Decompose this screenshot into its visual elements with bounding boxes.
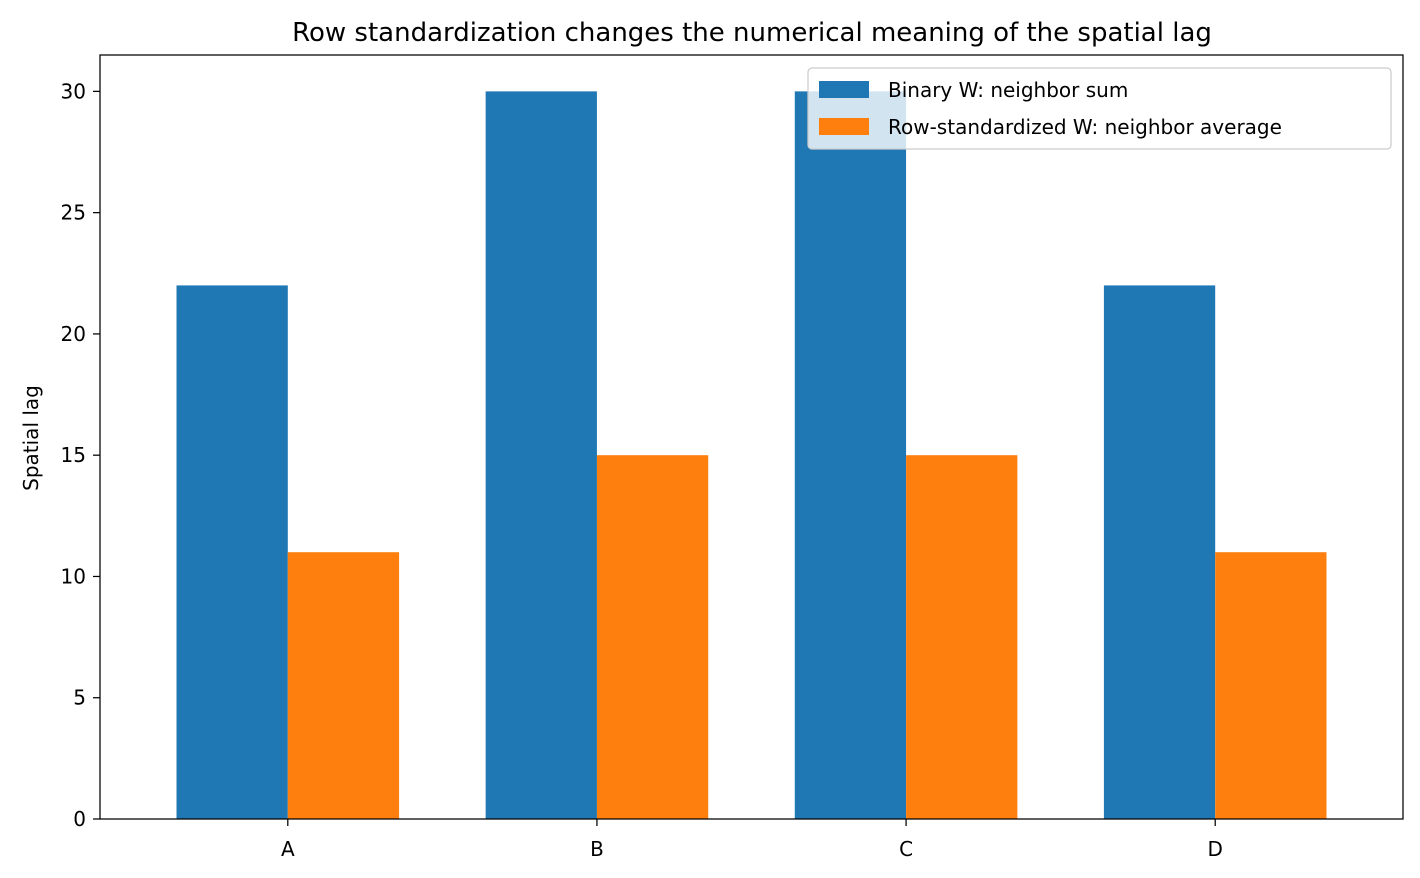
- bar-series-2-C: [906, 455, 1017, 819]
- bar-series-2-A: [288, 552, 399, 819]
- y-tick-label: 15: [61, 443, 86, 467]
- legend-swatch-series-1: [819, 81, 869, 98]
- y-tick-label: 25: [61, 201, 86, 225]
- x-tick-label-C: C: [899, 837, 913, 861]
- bar-series-2-D: [1215, 552, 1326, 819]
- bars-group: [177, 91, 1327, 819]
- bar-series-1-C: [795, 91, 906, 819]
- bar-series-2-B: [597, 455, 708, 819]
- y-tick-label: 10: [61, 564, 86, 588]
- y-axis-label: Spatial lag: [19, 385, 43, 491]
- legend-label-series-2: Row-standardized W: neighbor average: [888, 115, 1282, 139]
- y-tick-label: 0: [73, 807, 86, 831]
- x-tick-label-B: B: [590, 837, 604, 861]
- x-tick-label-D: D: [1207, 837, 1222, 861]
- x-axis-ticks: A B C D: [281, 819, 1223, 861]
- x-tick-label-A: A: [281, 837, 295, 861]
- y-tick-label: 30: [61, 79, 86, 103]
- chart-title: Row standardization changes the numerica…: [292, 18, 1212, 48]
- legend: Binary W: neighbor sum Row-standardized W…: [808, 68, 1391, 149]
- legend-label-series-1: Binary W: neighbor sum: [888, 78, 1128, 102]
- bar-series-1-B: [486, 91, 597, 819]
- y-tick-label: 20: [61, 322, 86, 346]
- bar-series-1-A: [177, 285, 288, 819]
- y-tick-label: 5: [73, 686, 86, 710]
- bar-series-1-D: [1104, 285, 1215, 819]
- legend-swatch-series-2: [819, 118, 869, 135]
- y-axis-ticks: 0 5 10 15 20 25 30: [61, 79, 100, 831]
